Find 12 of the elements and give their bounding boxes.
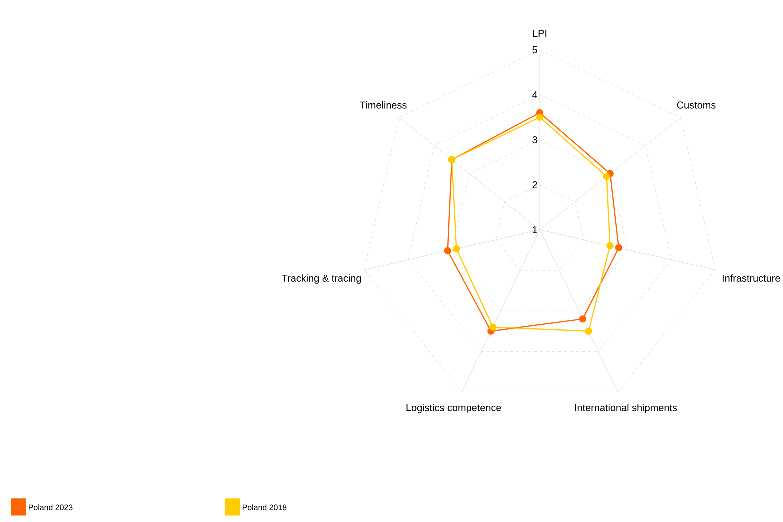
spoke-label: Logistics competence [406, 404, 502, 414]
y-tick-label: 5 [532, 46, 538, 54]
spoke-label: LPI [533, 30, 547, 37]
y-tick-label: 1 [533, 226, 538, 234]
spoke-label: Infrastructure [722, 274, 780, 282]
spoke-label: Customs [677, 102, 716, 109]
spoke-label: Tracking & tracing [282, 274, 362, 284]
spoke-label: Timeliness [360, 102, 407, 109]
y-tick-label: 3 [532, 136, 538, 144]
y-tick-label: 2 [532, 182, 538, 188]
y-tick-label: 4 [532, 92, 538, 98]
spoke-label: International shipments [575, 404, 678, 414]
